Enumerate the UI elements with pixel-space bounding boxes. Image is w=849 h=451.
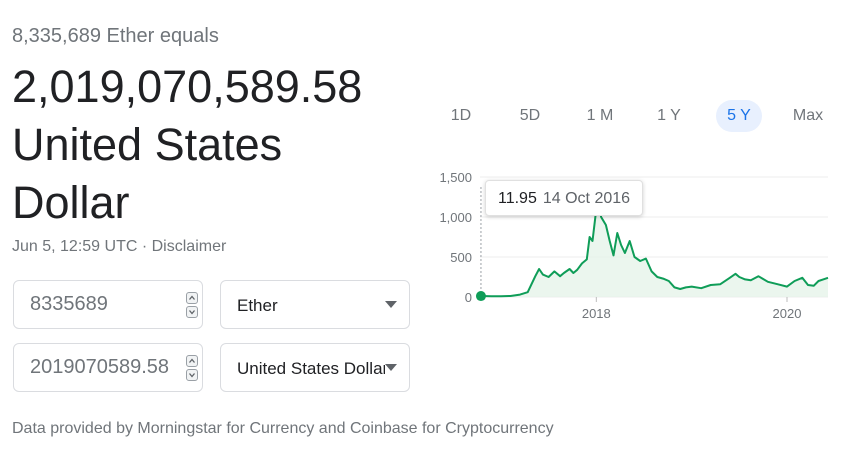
tooltip-value: 11.95 [498,190,537,207]
conversion-result: 2,019,070,589.58 United States Dollar [12,58,412,232]
decrement-button[interactable] [186,306,198,318]
x-tick-label: 2020 [773,306,802,321]
timestamp: Jun 5, 12:59 UTC [12,238,138,255]
increment-button[interactable] [186,355,198,367]
chevron-down-icon [189,310,195,315]
from-currency-select[interactable]: Ether [220,280,410,329]
range-tab-1y[interactable]: 1 Y [657,107,681,124]
timestamp-row: Jun 5, 12:59 UTC · Disclaimer [12,238,226,256]
from-amount-input[interactable] [14,281,182,328]
to-currency-select[interactable]: United States Dollar [220,343,410,392]
range-tab-5d[interactable]: 5D [519,107,541,124]
from-amount-field [13,280,203,329]
dropdown-arrow-icon [385,301,397,308]
to-amount-input[interactable] [14,344,182,391]
result-amount: 2,019,070,589.58 [12,61,363,112]
range-tab-max[interactable]: Max [792,107,824,124]
highlight-point [475,291,486,302]
range-tab-1d[interactable]: 1D [450,107,472,124]
from-currency-value: Ether [237,296,278,315]
series-line [480,200,829,298]
to-amount-field [13,343,203,392]
to-currency-value: United States Dollar [237,359,385,378]
result-currency-line1: United States [12,119,283,170]
dropdown-arrow-icon [385,364,397,371]
disclaimer-link[interactable]: Disclaimer [151,238,227,255]
chevron-up-icon [189,295,195,300]
price-chart[interactable]: 0 500 1,000 1,500 2018 2020 [428,165,838,330]
data-attribution: Data provided by Morningstar for Currenc… [12,420,554,437]
range-tab-1m[interactable]: 1 M [586,107,614,124]
decrement-button[interactable] [186,369,198,381]
x-tick-label: 2018 [582,306,611,321]
y-tick-label: 1,500 [439,170,472,185]
y-tick-label: 1,000 [439,210,472,225]
chevron-up-icon [189,358,195,363]
result-currency-line2: Dollar [12,177,130,228]
y-tick-label: 0 [465,290,472,305]
increment-button[interactable] [186,292,198,304]
series-area [481,201,828,297]
tooltip-date: 14 Oct 2016 [542,190,631,207]
range-tab-5y[interactable]: 5 Y [716,100,762,132]
conversion-subtitle: 8,335,689 Ether equals [12,25,219,47]
chevron-down-icon [189,373,195,378]
y-tick-label: 500 [450,250,472,265]
time-range-tabs: 1D 5D 1 M 1 Y 5 Y Max [428,100,838,132]
separator-dot: · [137,238,152,255]
chart-tooltip: 11.95 14 Oct 2016 [485,180,644,216]
